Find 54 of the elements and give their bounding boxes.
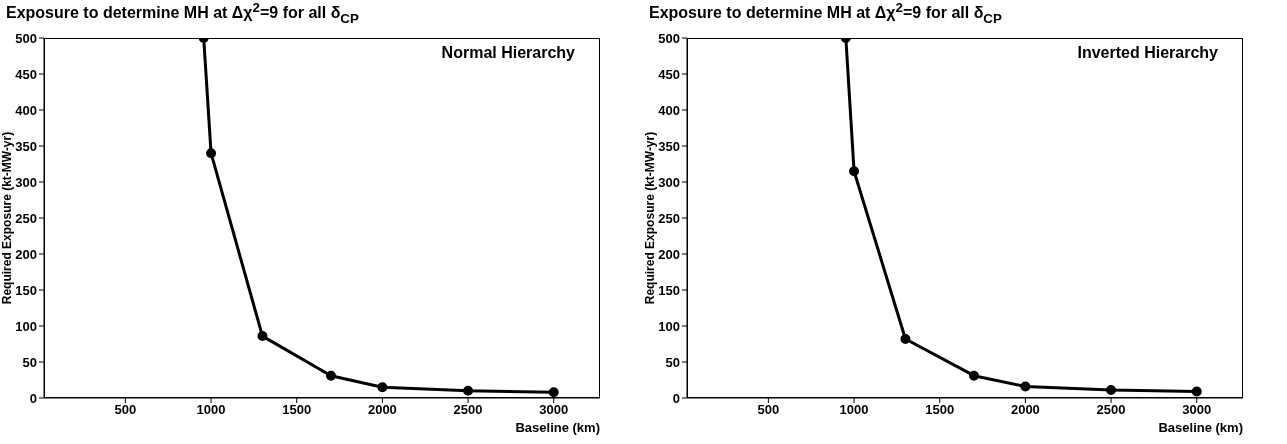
y-tick-label: 350 — [15, 138, 37, 154]
x-tick-label: 500 — [757, 402, 780, 418]
y-tick-label: 150 — [15, 282, 37, 298]
x-tick-label: 3000 — [539, 402, 569, 418]
y-tick-label: 100 — [15, 318, 37, 334]
x-tick-label: 1500 — [925, 402, 955, 418]
y-tick-label: 250 — [658, 210, 680, 226]
annotation: Inverted Hierarchy — [1077, 44, 1218, 62]
y-tick-label: 300 — [15, 174, 37, 190]
y-tick-label: 50 — [665, 354, 680, 370]
x-tick-label: 2000 — [1010, 402, 1040, 418]
x-tick-label: 3000 — [1182, 402, 1212, 418]
y-tick-label: 300 — [658, 174, 680, 190]
x-tick-label: 2000 — [367, 402, 397, 418]
y-tick-label: 200 — [15, 246, 37, 262]
point — [326, 370, 336, 381]
x-tick-label: 2500 — [1096, 402, 1126, 418]
x-tick-label: 500 — [114, 402, 137, 418]
x-tick-label: 1000 — [196, 402, 226, 418]
point — [548, 387, 559, 398]
y-tick-label: 100 — [658, 318, 680, 334]
point — [463, 385, 474, 396]
point — [849, 166, 860, 177]
y-tick-label: 500 — [15, 30, 37, 46]
point — [900, 333, 911, 344]
x-tick-label: 1000 — [839, 402, 869, 418]
y-tick-label: 200 — [658, 246, 680, 262]
point — [1106, 385, 1117, 396]
y-tick-label: 150 — [658, 282, 680, 298]
point — [206, 148, 217, 159]
x-tick-label: 1500 — [282, 402, 312, 418]
y-tick-label: 500 — [658, 30, 680, 46]
y-tick-label: 400 — [15, 102, 37, 118]
y-tick-label: 350 — [658, 138, 680, 154]
y-tick-label: 450 — [15, 66, 37, 82]
point — [969, 370, 979, 381]
y-tick-label: 450 — [658, 66, 680, 82]
y-axis-title: Required Exposure (kt-MW-yr) — [0, 131, 15, 305]
chart-title: Exposure to determine MH at Δχ$^{2}$=9 for all δ$_{CP}$ — [649, 0, 1002, 26]
y-tick-label: 400 — [658, 102, 680, 118]
annotation: Normal Hierarchy — [441, 44, 575, 62]
point — [1191, 386, 1202, 397]
point — [377, 382, 388, 393]
y-tick-label: 0 — [672, 390, 680, 406]
y-tick-label: 50 — [22, 354, 37, 370]
x-axis-title: Baseline (km) — [515, 420, 600, 435]
point — [257, 331, 268, 342]
y-axis-title: Required Exposure (kt-MW-yr) — [643, 131, 658, 305]
y-tick-label: 250 — [15, 210, 37, 226]
point — [1020, 381, 1031, 392]
x-tick-label: 2500 — [453, 402, 483, 418]
y-tick-label: 0 — [29, 390, 37, 406]
x-axis-title: Baseline (km) — [1158, 420, 1243, 435]
chart-title: Exposure to determine MH at Δχ$^{2}$=9 for all δ$_{CP}$ — [6, 0, 359, 26]
